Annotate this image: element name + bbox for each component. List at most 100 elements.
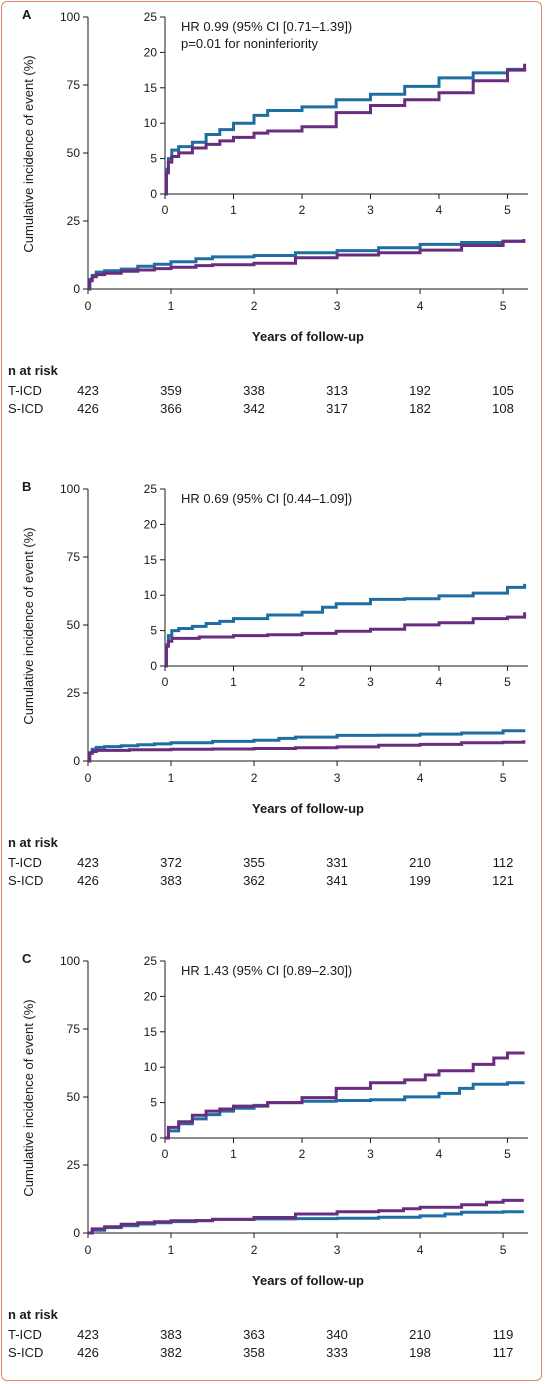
x-tick-label: 3: [334, 1243, 341, 1257]
risk-value: 383: [160, 873, 182, 888]
risk-row-label: S-ICD: [8, 401, 43, 416]
inset-x-tick-label: 1: [230, 203, 237, 217]
risk-value: 112: [493, 855, 514, 870]
inset-y-tick-label: 5: [150, 1096, 157, 1110]
y-tick-label: 25: [67, 686, 81, 700]
inset-x-tick-label: 4: [436, 675, 443, 689]
series-line-s-icd: [88, 1198, 524, 1235]
y-tick-label: 0: [73, 754, 80, 768]
inset-y-tick-label: 0: [150, 1131, 157, 1145]
inset-y-tick-label: 15: [144, 81, 158, 95]
x-tick-label: 4: [417, 299, 424, 313]
inset-x-tick-label: 3: [367, 675, 374, 689]
x-tick-label: 0: [85, 771, 92, 785]
risk-value: 423: [77, 383, 99, 398]
y-tick-label: 100: [60, 954, 80, 968]
inset-y-tick-label: 25: [144, 954, 158, 968]
risk-row-label: T-ICD: [8, 855, 42, 870]
x-tick-label: 2: [251, 1243, 258, 1257]
risk-value: 358: [243, 1345, 265, 1360]
risk-value: 382: [160, 1345, 182, 1360]
risk-value: 317: [326, 401, 348, 416]
inset-y-tick-label: 25: [144, 10, 158, 24]
x-tick-label: 1: [168, 771, 175, 785]
series-line-t-icd: [88, 729, 526, 763]
inset-x-tick-label: 2: [299, 203, 306, 217]
y-tick-label: 50: [67, 1090, 81, 1104]
risk-value: 359: [160, 383, 182, 398]
inset-y-tick-label: 10: [144, 1060, 158, 1074]
hr-annotation: p=0.01 for noninferiority: [181, 36, 318, 51]
inset-series-line-s-icd: [165, 1051, 525, 1140]
risk-value: 426: [77, 401, 99, 416]
y-tick-label: 0: [73, 282, 80, 296]
inset-x-tick-label: 0: [162, 1147, 169, 1161]
inset-series-line-s-icd: [164, 63, 527, 196]
risk-value: 355: [243, 855, 265, 870]
x-tick-label: 3: [334, 771, 341, 785]
risk-value: 366: [160, 401, 182, 416]
y-tick-label: 100: [60, 10, 80, 24]
inset-y-tick-label: 20: [144, 517, 158, 531]
inset-x-tick-label: 5: [504, 203, 511, 217]
x-tick-label: 5: [500, 1243, 507, 1257]
risk-value: 362: [243, 873, 265, 888]
risk-value: 426: [77, 873, 99, 888]
x-tick-label: 2: [251, 771, 258, 785]
inset-y-tick-label: 5: [150, 624, 157, 638]
x-axis-title: Years of follow-up: [252, 801, 364, 816]
risk-value: 117: [493, 1345, 514, 1360]
risk-value: 333: [326, 1345, 348, 1360]
x-tick-label: 4: [417, 771, 424, 785]
risk-value: 363: [243, 1327, 265, 1342]
y-tick-label: 100: [60, 482, 80, 496]
y-tick-label: 75: [67, 1022, 81, 1036]
y-tick-label: 75: [67, 550, 81, 564]
x-tick-label: 5: [500, 771, 507, 785]
x-tick-label: 4: [417, 1243, 424, 1257]
x-tick-label: 1: [168, 299, 175, 313]
series-line-t-icd: [88, 239, 526, 291]
risk-value: 342: [243, 401, 265, 416]
x-tick-label: 1: [168, 1243, 175, 1257]
y-tick-label: 50: [67, 146, 81, 160]
panel-label: B: [22, 479, 31, 494]
y-tick-label: 0: [73, 1226, 80, 1240]
series-line-s-icd: [88, 239, 526, 291]
y-tick-label: 25: [67, 214, 81, 228]
hr-annotation: HR 0.99 (95% CI [0.71–1.39]): [181, 19, 352, 34]
inset-x-tick-label: 3: [367, 203, 374, 217]
inset-series-line-t-icd: [164, 67, 527, 196]
risk-row-label: S-ICD: [8, 873, 43, 888]
y-tick-label: 50: [67, 618, 81, 632]
x-tick-label: 0: [85, 1243, 92, 1257]
inset-x-tick-label: 0: [162, 203, 169, 217]
x-tick-label: 3: [334, 299, 341, 313]
x-axis-title: Years of follow-up: [252, 329, 364, 344]
hr-annotation: HR 0.69 (95% CI [0.44–1.09]): [181, 491, 352, 506]
inset-y-tick-label: 20: [144, 45, 158, 59]
x-tick-label: 0: [85, 299, 92, 313]
hr-annotation: HR 1.43 (95% CI [0.89–2.30]): [181, 963, 352, 978]
risk-value: 341: [326, 873, 348, 888]
inset-y-tick-label: 15: [144, 553, 158, 567]
risk-value: 423: [77, 1327, 99, 1342]
y-axis-title: Cumulative incidence of event (%): [21, 55, 36, 252]
risk-value: 182: [409, 401, 431, 416]
inset-series-line-t-icd: [164, 583, 527, 668]
risk-value: 198: [409, 1345, 431, 1360]
x-axis-title: Years of follow-up: [252, 1273, 364, 1288]
risk-value: 108: [492, 401, 514, 416]
y-tick-label: 75: [67, 78, 81, 92]
y-tick-label: 25: [67, 1158, 81, 1172]
risk-row-label: T-ICD: [8, 1327, 42, 1342]
risk-value: 383: [160, 1327, 182, 1342]
series-line-s-icd: [88, 740, 526, 763]
risk-value: 426: [77, 1345, 99, 1360]
risk-value: 210: [409, 855, 431, 870]
risk-value: 192: [409, 383, 431, 398]
